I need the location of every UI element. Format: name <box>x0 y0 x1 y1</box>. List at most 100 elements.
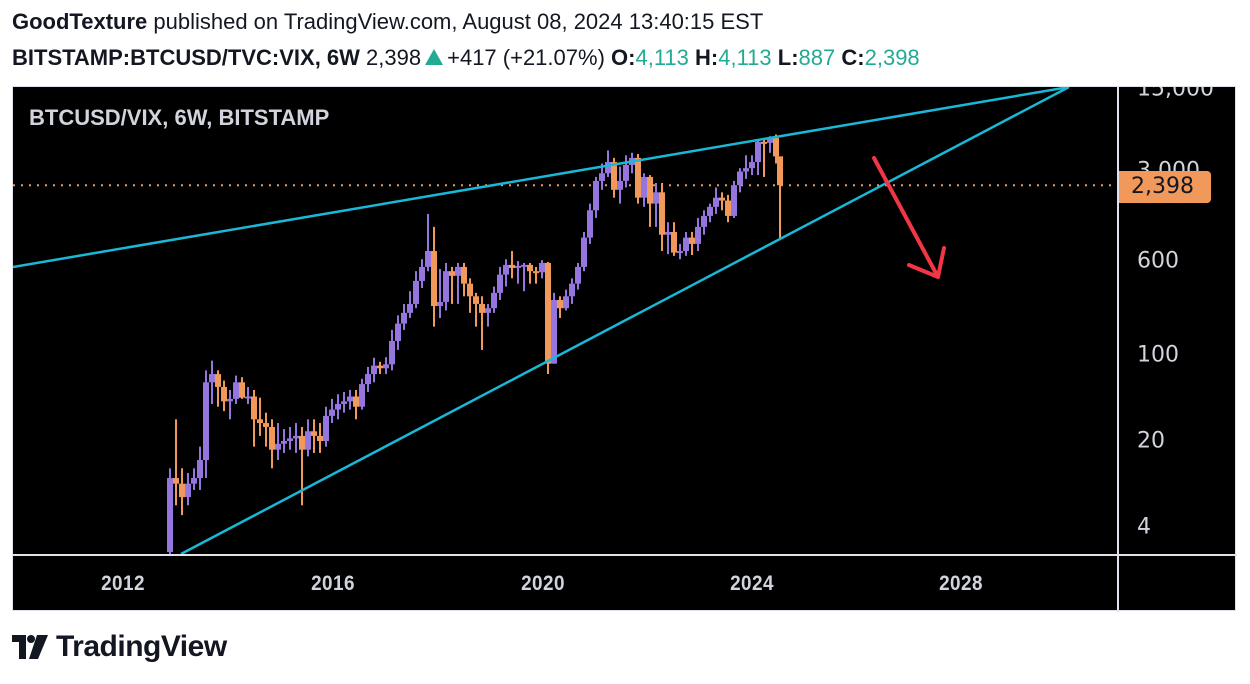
price-tick-label: 20 <box>1137 428 1165 454</box>
candle-up <box>329 409 335 416</box>
candle-up <box>539 262 545 273</box>
candle-down <box>215 374 221 387</box>
last-price-tag: 2,398 <box>1119 171 1211 203</box>
candle-up <box>623 165 629 181</box>
up-triangle-icon <box>425 49 444 65</box>
publish-info: GoodTexture published on TradingView.com… <box>12 8 763 36</box>
candle-down <box>431 251 437 307</box>
candle-up <box>485 308 491 313</box>
candle-up <box>395 323 401 341</box>
candle-up <box>359 384 365 407</box>
candle-down <box>635 157 641 198</box>
candle-up <box>593 180 599 211</box>
symbol-info-bar: BITSTAMP:BTCUSD/TVC:VIX, 6W 2,398 +417 (+… <box>12 44 920 72</box>
price-change: +417 (+21.07%) <box>447 45 605 70</box>
down-arrow-icon <box>872 156 946 279</box>
candle-down <box>545 262 551 364</box>
trendline-lower-support <box>180 87 1070 554</box>
candle-up <box>701 215 707 227</box>
author-name[interactable]: GoodTexture <box>12 9 148 34</box>
candle-up <box>491 292 497 309</box>
candle-up <box>407 303 413 313</box>
candle-up <box>293 435 299 439</box>
candle-down <box>173 478 179 484</box>
high-label: H: <box>695 45 719 70</box>
candle-up <box>743 168 749 172</box>
candle-up <box>281 441 287 444</box>
candle-down <box>179 483 185 498</box>
candle-up <box>209 374 215 383</box>
candle-down <box>773 138 779 157</box>
candle-down <box>725 200 731 216</box>
candle-down <box>449 271 455 276</box>
candle-down <box>647 176 653 204</box>
candle-down <box>659 192 665 235</box>
high-value: 4,113 <box>718 45 772 70</box>
candlestick-chart[interactable] <box>13 87 1117 554</box>
time-tick-label: 2024 <box>730 572 774 595</box>
tradingview-logo-text: TradingView <box>56 630 227 663</box>
candle-down <box>461 266 467 284</box>
candle-down <box>611 162 617 190</box>
price-tick-label: 600 <box>1137 248 1179 274</box>
open-value: 4,113 <box>635 45 689 70</box>
candle-down <box>377 365 383 369</box>
candle-down <box>689 237 695 244</box>
candle-up <box>437 301 443 307</box>
candle-up <box>233 382 239 399</box>
candle-up <box>383 364 389 369</box>
candle-up <box>287 438 293 441</box>
price-tick-label: 4 <box>1137 514 1151 540</box>
last-price: 2,398 <box>366 45 422 70</box>
candle-down <box>509 264 515 268</box>
tradingview-logo[interactable]: TradingView <box>12 630 227 664</box>
candle-up <box>191 478 197 484</box>
candle-up <box>455 266 461 276</box>
candle-up <box>185 483 191 498</box>
candle-down <box>557 299 563 309</box>
candle-up <box>707 206 713 216</box>
candle-up <box>587 210 593 238</box>
time-tick-label: 2016 <box>311 572 355 595</box>
candle-down <box>221 386 227 402</box>
candle-up <box>401 312 407 324</box>
trendline-upper-resistance <box>13 87 1070 269</box>
candle-up <box>605 162 611 174</box>
candle-up <box>371 365 377 375</box>
candle-up <box>365 374 371 385</box>
candle-down <box>263 423 269 427</box>
candle-down <box>527 264 533 272</box>
candle-up <box>167 478 173 553</box>
candle-up <box>305 431 311 450</box>
candle-up <box>521 264 527 267</box>
candle-up <box>275 443 281 450</box>
price-tick-label: 100 <box>1137 342 1179 368</box>
time-tick-label: 2012 <box>101 572 145 595</box>
candle-up <box>515 265 521 268</box>
candle-down <box>317 435 323 441</box>
candle-down <box>533 271 539 274</box>
candle-up <box>749 162 755 169</box>
chart-plot-area[interactable]: BTCUSD/VIX, 6W, BITSTAMP <box>13 87 1117 554</box>
candle-up <box>341 401 347 404</box>
close-value: 2,398 <box>864 45 920 70</box>
candle-down <box>467 283 473 297</box>
candle-up <box>755 141 761 163</box>
candle-up <box>245 396 251 399</box>
candle-up <box>641 176 647 198</box>
candle-up <box>197 460 203 479</box>
chart-legend: BTCUSD/VIX, 6W, BITSTAMP <box>29 105 330 130</box>
close-label: C: <box>841 45 865 70</box>
price-tick-label: 15,000 <box>1137 87 1214 102</box>
candle-up <box>599 173 605 181</box>
candle-up <box>731 185 737 216</box>
candle-up <box>665 231 671 235</box>
open-label: O: <box>611 45 636 70</box>
candle-up <box>425 251 431 267</box>
candle-up <box>323 415 329 441</box>
candle-up <box>581 237 587 267</box>
candle-down <box>311 431 317 436</box>
time-axis[interactable]: 2012 2016 2020 2024 2028 <box>13 554 1117 612</box>
candle-up <box>713 197 719 207</box>
